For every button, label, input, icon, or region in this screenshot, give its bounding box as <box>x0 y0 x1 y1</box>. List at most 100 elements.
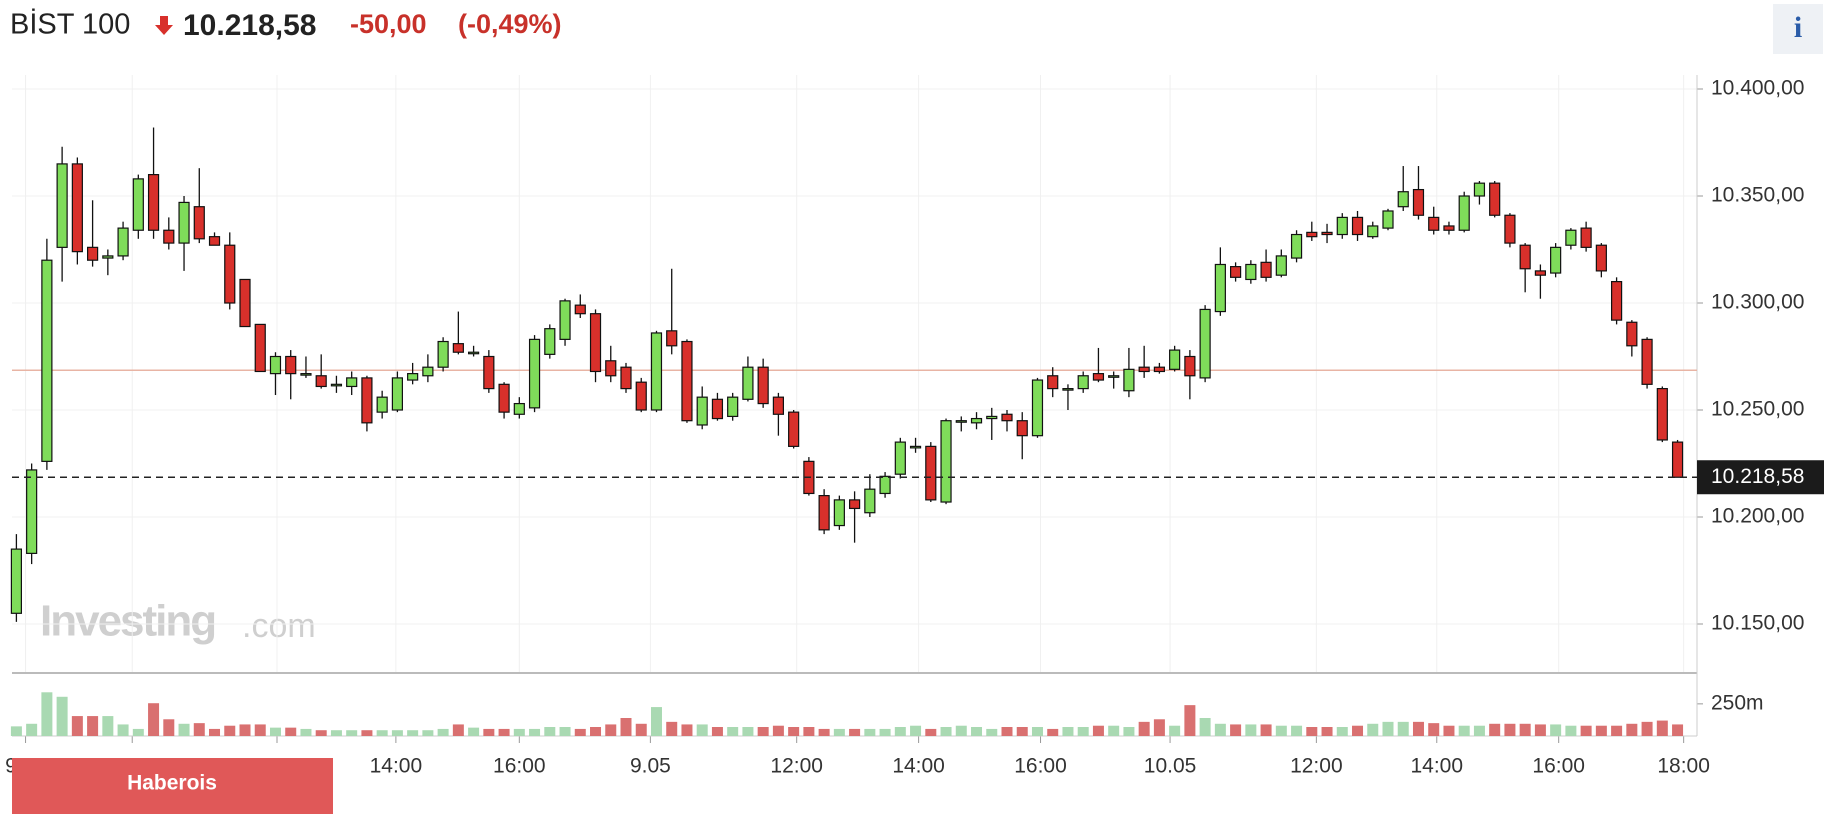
candle-body <box>437 340 449 368</box>
volume-bar <box>955 725 967 736</box>
volume-bar <box>1428 723 1440 736</box>
last-price: 10.218,58 <box>183 9 316 42</box>
candle-body <box>864 488 876 514</box>
volume-bar <box>1169 725 1181 736</box>
candle-body <box>1626 321 1638 347</box>
volume-bar <box>1291 725 1303 736</box>
candle-body <box>1153 366 1166 373</box>
watermark-domain: .com <box>242 607 316 645</box>
candle-body <box>681 340 693 422</box>
x-tick-label: 10.05 <box>1144 755 1197 778</box>
candle-body <box>879 475 891 495</box>
candle-body <box>833 499 845 527</box>
info-button[interactable] <box>1773 4 1823 54</box>
candle-body <box>422 366 434 377</box>
volume-bar <box>1397 721 1409 736</box>
volume-bar <box>87 716 99 736</box>
volume-bar <box>1382 721 1394 736</box>
candle-body <box>1534 270 1547 276</box>
candle-body <box>955 420 967 423</box>
volume-bar <box>239 724 251 736</box>
volume-bar <box>56 696 68 736</box>
candle-body <box>970 417 983 424</box>
volume-bar <box>437 728 449 736</box>
volume-bar <box>1565 725 1577 736</box>
volume-bar <box>986 728 998 736</box>
volume-bar <box>1443 725 1455 736</box>
candle-body <box>86 246 99 261</box>
volume-bar <box>1534 724 1546 736</box>
x-tick-label: 16:00 <box>1014 755 1067 778</box>
candle-body <box>559 300 571 340</box>
volume-bar <box>757 727 769 736</box>
candle-body <box>300 373 312 376</box>
candle-body <box>1077 375 1089 390</box>
candle-body <box>1184 355 1196 377</box>
volume-bar <box>559 727 571 736</box>
volume-bar <box>178 723 190 736</box>
candle-body <box>1016 420 1028 437</box>
candle-body <box>620 366 632 390</box>
volume-bar <box>10 726 22 736</box>
volume-bar <box>422 730 434 736</box>
volume-bar <box>1367 723 1379 736</box>
volume-bar <box>1306 727 1318 736</box>
candle-body <box>711 398 724 420</box>
candle-body <box>1108 375 1120 378</box>
watermark-brand: Investing <box>40 597 215 646</box>
volume-bar <box>544 727 556 736</box>
volume-bar <box>498 728 510 736</box>
x-tick-label: 12:00 <box>1290 755 1343 778</box>
x-tick-label: 14:00 <box>1410 755 1463 778</box>
candle-body <box>1580 227 1592 248</box>
x-tick-label: 9.05 <box>630 755 671 778</box>
candle-body <box>848 499 861 510</box>
volume-bar <box>940 727 952 736</box>
candle-body <box>742 366 754 400</box>
volume-bar <box>772 725 784 736</box>
volume-bar <box>1184 705 1196 736</box>
volume-bar <box>1275 725 1287 736</box>
candle-body <box>1671 441 1684 478</box>
volume-bar <box>376 730 388 736</box>
info-icon[interactable]: i <box>1794 11 1802 44</box>
volume-bar <box>1077 727 1089 736</box>
volume-bar <box>727 727 739 736</box>
volume-bar <box>711 727 723 736</box>
candle-body <box>498 383 510 413</box>
watermark: Investing .com <box>40 597 316 646</box>
volume-bar <box>529 728 541 736</box>
candle-body <box>696 396 708 426</box>
candle-body <box>452 343 464 353</box>
candle-body <box>71 163 83 253</box>
volume-bar <box>1595 725 1607 736</box>
volume-bar <box>224 725 236 736</box>
candle-body <box>1397 191 1409 208</box>
candle-body <box>163 229 175 244</box>
volume-bar <box>650 707 662 736</box>
volume-bar <box>925 728 937 736</box>
candle-body <box>361 377 373 424</box>
volume-bar <box>833 728 845 736</box>
volume-bar <box>483 728 495 736</box>
volume-bar <box>1336 727 1348 736</box>
volume-bar <box>879 728 891 736</box>
volume-bar <box>894 727 906 736</box>
volume-bar <box>1245 724 1257 736</box>
volume-bar <box>1626 723 1638 736</box>
volume-bar <box>696 724 708 736</box>
candle-body <box>147 174 160 231</box>
news-button[interactable] <box>12 758 333 814</box>
volume-bar <box>1641 721 1653 736</box>
x-tick-label: 18:00 <box>1657 755 1710 778</box>
candle-body <box>1351 216 1364 236</box>
down-arrow <box>155 16 173 35</box>
news-button-label[interactable]: Haberois <box>127 772 217 795</box>
volume-bar <box>407 730 419 736</box>
candle-body <box>788 411 800 447</box>
volume-bar <box>1123 727 1135 736</box>
volume-bar <box>193 723 205 736</box>
candle-body <box>1138 366 1150 373</box>
last-price-box <box>1697 460 1824 495</box>
candle-body <box>1169 349 1181 370</box>
